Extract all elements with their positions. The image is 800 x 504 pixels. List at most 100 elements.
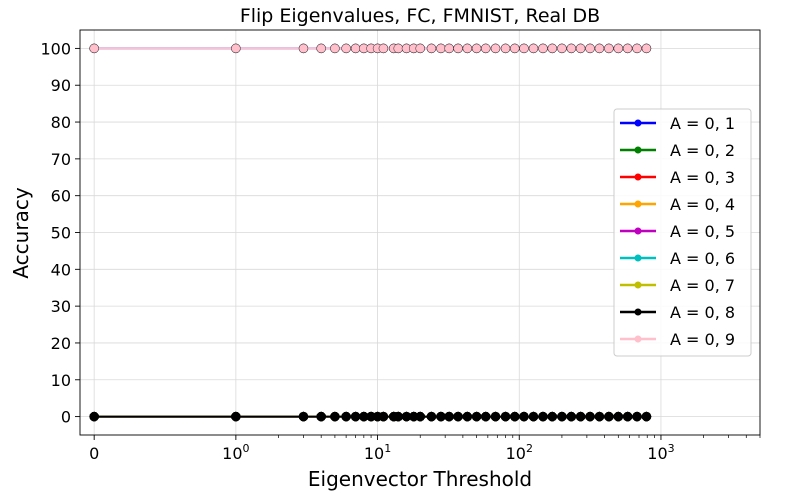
series-layer bbox=[89, 43, 652, 422]
data-point bbox=[453, 43, 463, 54]
series-9 bbox=[89, 43, 652, 54]
legend-item: A = 0, 6 bbox=[620, 249, 735, 268]
data-point bbox=[490, 43, 501, 54]
data-point bbox=[481, 43, 491, 54]
data-point bbox=[444, 43, 454, 54]
data-point bbox=[444, 411, 454, 422]
chart-title: Flip Eigenvalues, FC, FMNIST, Real DB bbox=[240, 5, 600, 27]
legend-item: A = 0, 8 bbox=[620, 303, 735, 322]
legend-item: A = 0, 5 bbox=[620, 222, 735, 241]
y-tick-label: 50 bbox=[51, 224, 71, 243]
x-tick-label: 0 bbox=[89, 444, 99, 463]
data-point bbox=[632, 411, 642, 422]
data-point bbox=[547, 43, 557, 54]
series-8 bbox=[89, 411, 652, 422]
data-point bbox=[641, 411, 652, 422]
data-point bbox=[471, 411, 482, 422]
data-point bbox=[393, 411, 403, 422]
data-point bbox=[436, 411, 446, 422]
data-point bbox=[519, 411, 529, 422]
data-point bbox=[350, 43, 361, 54]
y-tick-label: 40 bbox=[51, 260, 71, 279]
data-point bbox=[622, 43, 633, 54]
data-point bbox=[341, 411, 351, 422]
data-point bbox=[519, 43, 529, 54]
data-point bbox=[231, 411, 241, 422]
data-point bbox=[557, 43, 567, 54]
data-point bbox=[341, 43, 351, 54]
legend-marker bbox=[634, 173, 642, 181]
data-point bbox=[426, 43, 437, 54]
legend-label: A = 0, 4 bbox=[670, 195, 735, 214]
data-point bbox=[547, 411, 557, 422]
legend-marker bbox=[634, 227, 642, 235]
legend-label: A = 0, 3 bbox=[670, 168, 735, 187]
legend-marker bbox=[634, 335, 642, 343]
data-point bbox=[500, 411, 511, 422]
y-tick-label: 10 bbox=[51, 371, 71, 390]
legend-item: A = 0, 9 bbox=[620, 330, 735, 349]
data-point bbox=[566, 43, 577, 54]
y-tick-label: 90 bbox=[51, 76, 71, 95]
data-point bbox=[426, 411, 437, 422]
data-point bbox=[538, 43, 548, 54]
data-point bbox=[462, 43, 473, 54]
data-point bbox=[575, 43, 586, 54]
data-point bbox=[575, 411, 586, 422]
data-point bbox=[585, 411, 595, 422]
data-point bbox=[622, 411, 633, 422]
data-point bbox=[453, 411, 463, 422]
y-tick-label: 30 bbox=[51, 297, 71, 316]
data-point bbox=[471, 43, 482, 54]
data-point bbox=[585, 43, 595, 54]
data-point bbox=[330, 411, 340, 422]
data-point bbox=[538, 411, 548, 422]
y-tick-label: 20 bbox=[51, 334, 71, 353]
data-point bbox=[298, 43, 309, 54]
data-point bbox=[481, 411, 491, 422]
data-point bbox=[500, 43, 511, 54]
legend-label: A = 0, 2 bbox=[670, 141, 735, 160]
data-point bbox=[613, 43, 624, 54]
legend: A = 0, 1 A = 0, 2 A = 0, 3 A = 0, 4 A = 0, 5… bbox=[613, 108, 752, 357]
data-point bbox=[316, 43, 326, 54]
data-point bbox=[641, 43, 652, 54]
data-point bbox=[393, 43, 403, 54]
legend-label: A = 0, 8 bbox=[670, 303, 735, 322]
data-point bbox=[350, 411, 361, 422]
data-point bbox=[378, 43, 389, 54]
y-tick-label: 60 bbox=[51, 187, 71, 206]
data-point bbox=[89, 411, 99, 422]
y-axis-label: Accuracy bbox=[9, 187, 33, 278]
data-point bbox=[462, 411, 473, 422]
data-point bbox=[510, 43, 520, 54]
data-point bbox=[89, 43, 99, 54]
data-point bbox=[594, 43, 605, 54]
data-point bbox=[330, 43, 340, 54]
data-point bbox=[594, 411, 605, 422]
data-point bbox=[436, 43, 446, 54]
data-point bbox=[231, 43, 241, 54]
legend-marker bbox=[634, 119, 642, 127]
y-tick-label: 80 bbox=[51, 113, 71, 132]
data-point bbox=[557, 411, 567, 422]
data-point bbox=[510, 411, 520, 422]
data-point bbox=[528, 43, 539, 54]
legend-item: A = 0, 2 bbox=[620, 141, 735, 160]
y-tick-label: 100 bbox=[40, 39, 71, 58]
legend-marker bbox=[634, 200, 642, 208]
data-point bbox=[490, 411, 501, 422]
legend-box bbox=[613, 108, 752, 357]
legend-marker bbox=[634, 146, 642, 154]
data-point bbox=[566, 411, 577, 422]
legend-item: A = 0, 1 bbox=[620, 114, 735, 133]
x-axis-label: Eigenvector Threshold bbox=[308, 467, 532, 491]
legend-item: A = 0, 3 bbox=[620, 168, 735, 187]
data-point bbox=[528, 411, 539, 422]
legend-marker bbox=[634, 281, 642, 289]
legend-item: A = 0, 7 bbox=[620, 276, 735, 295]
data-point bbox=[632, 43, 642, 54]
